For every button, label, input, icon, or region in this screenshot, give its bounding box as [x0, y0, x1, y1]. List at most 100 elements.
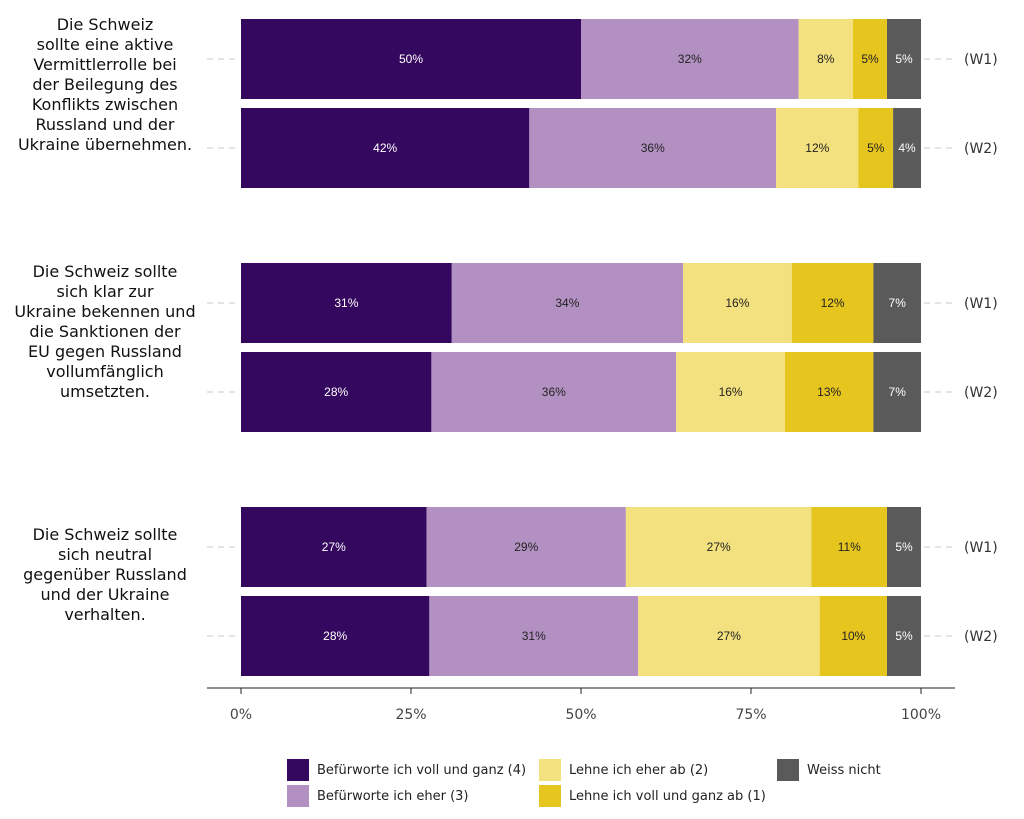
data-label: 29% — [514, 540, 538, 554]
data-label: 12% — [821, 296, 845, 310]
legend-item: Lehne ich voll und ganz ab (1) — [539, 783, 766, 809]
legend-swatch — [777, 759, 799, 781]
x-tick-label: 50% — [565, 707, 596, 723]
bar-segment — [241, 263, 452, 343]
legend-swatch — [539, 785, 561, 807]
question-line: die Sanktionen der — [29, 322, 181, 341]
bar-segment — [426, 507, 626, 587]
data-label: 31% — [334, 296, 358, 310]
data-label: 50% — [399, 52, 423, 66]
legend: Befürworte ich voll und ganz (4) Befürwor… — [287, 757, 907, 809]
legend-swatch — [287, 785, 309, 807]
wave-label: (W2) — [964, 629, 998, 645]
legend-item: Lehne ich eher ab (2) — [539, 757, 708, 783]
x-tick-label: 100% — [901, 707, 941, 723]
data-label: 7% — [889, 296, 907, 310]
legend-swatch — [287, 759, 309, 781]
bar-segment — [798, 19, 853, 99]
legend-label: Befürworte ich eher (3) — [317, 788, 469, 804]
question-line: verhalten. — [64, 605, 146, 624]
question-line: sollte eine aktive — [36, 35, 174, 54]
x-tick-label: 25% — [395, 707, 426, 723]
question-line: Die Schweiz sollte — [32, 525, 178, 544]
data-label: 16% — [719, 385, 743, 399]
question-line: gegenüber Russland — [23, 565, 187, 584]
legend-label: Weiss nicht — [807, 762, 881, 778]
data-label: 11% — [838, 540, 861, 554]
data-label: 5% — [895, 52, 913, 66]
question-line: umsetzten. — [60, 382, 150, 401]
bar-segment — [791, 263, 874, 343]
question-line: Russland und der — [35, 115, 175, 134]
legend-label: Lehne ich eher ab (2) — [569, 762, 709, 778]
data-label: 36% — [542, 385, 566, 399]
data-label: 42% — [373, 141, 397, 155]
data-label: 32% — [678, 52, 702, 66]
bar-segment — [811, 507, 887, 587]
question-line: der Beilegung des — [32, 75, 178, 94]
question-line: EU gegen Russland — [28, 342, 182, 361]
bar-segment — [776, 108, 859, 188]
data-label: 13% — [817, 385, 841, 399]
data-label: 27% — [707, 540, 731, 554]
bar-segment — [241, 352, 432, 432]
bar-segment — [683, 263, 792, 343]
bar-segment — [529, 108, 777, 188]
bar-segment — [676, 352, 785, 432]
bar-segment — [873, 352, 921, 432]
data-label: 16% — [725, 296, 749, 310]
question-label: Die Schweiz sollte eine aktive Vermittlerr… — [2, 15, 208, 155]
wave-label: (W1) — [964, 52, 998, 68]
wave-label: (W1) — [964, 296, 998, 312]
bar-segment — [241, 507, 427, 587]
bar-segment — [625, 507, 812, 587]
bar-segment — [873, 263, 921, 343]
legend-label: Lehne ich voll und ganz ab (1) — [569, 788, 766, 804]
bar-segment — [241, 596, 430, 676]
bar-segment — [241, 108, 530, 188]
legend-item: Befürworte ich voll und ganz (4) — [287, 757, 526, 783]
bar-segment — [887, 19, 921, 99]
data-label: 27% — [717, 629, 741, 643]
data-label: 28% — [324, 385, 348, 399]
data-label: 28% — [323, 629, 347, 643]
question-line: Konflikts zwischen — [31, 95, 179, 114]
question-label: Die Schweiz sollte sich klar zur Ukraine b… — [2, 262, 208, 402]
bar-segment — [887, 507, 921, 587]
bar-segment — [429, 596, 639, 676]
x-tick-label: 75% — [735, 707, 766, 723]
data-label: 7% — [889, 385, 907, 399]
legend-swatch — [539, 759, 561, 781]
data-label: 5% — [861, 52, 879, 66]
wave-label: (W2) — [964, 141, 998, 157]
bar-segment — [451, 263, 683, 343]
question-line: Die Schweiz — [56, 15, 154, 34]
data-label: 5% — [895, 629, 913, 643]
data-label: 5% — [895, 540, 913, 554]
bar-segment — [893, 108, 921, 188]
bar-segment — [638, 596, 820, 676]
question-line: Vermittlerrolle bei — [33, 55, 177, 74]
data-label: 27% — [322, 540, 346, 554]
question-line: und der Ukraine — [40, 585, 170, 604]
data-label: 10% — [841, 629, 865, 643]
legend-item: Weiss nicht — [777, 757, 881, 783]
legend-label: Befürworte ich voll und ganz (4) — [317, 762, 527, 778]
bar-segment — [785, 352, 874, 432]
data-label: 36% — [641, 141, 665, 155]
question-line: Ukraine übernehmen. — [17, 135, 193, 154]
data-label: 5% — [867, 141, 885, 155]
wave-label: (W1) — [964, 540, 998, 556]
data-label: 4% — [898, 141, 916, 155]
bar-segment — [431, 352, 677, 432]
question-line: sich neutral — [57, 545, 153, 564]
bar-segment — [887, 596, 921, 676]
data-label: 31% — [522, 629, 546, 643]
data-label: 12% — [805, 141, 829, 155]
bar-segment — [853, 19, 887, 99]
bar-segment — [819, 596, 887, 676]
bar-segment — [241, 19, 581, 99]
data-label: 34% — [555, 296, 579, 310]
wave-label: (W2) — [964, 385, 998, 401]
